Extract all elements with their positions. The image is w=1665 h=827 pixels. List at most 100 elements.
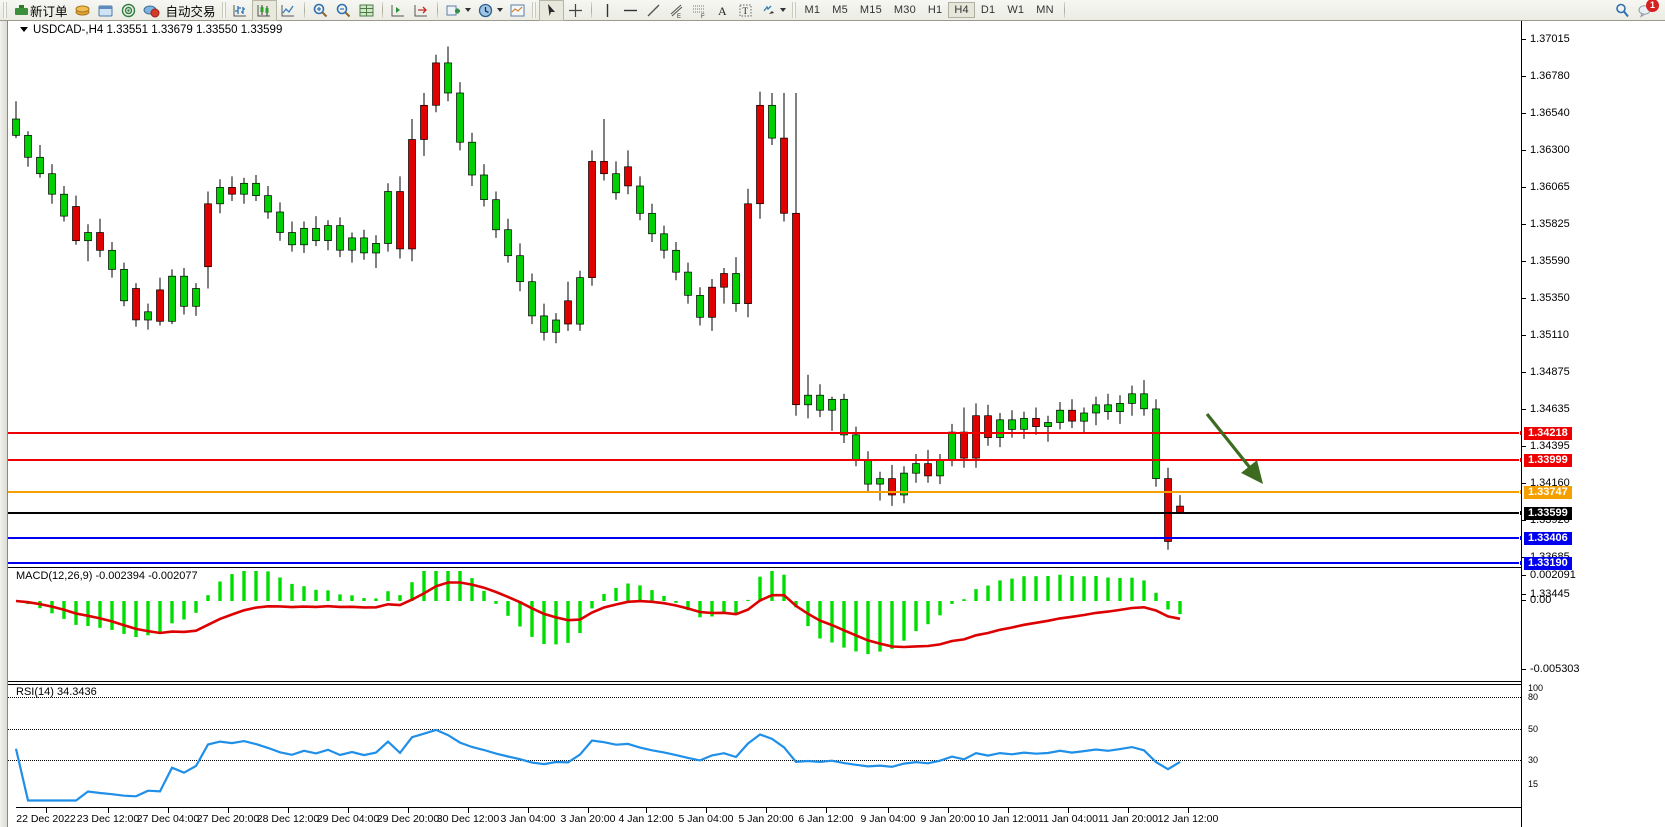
toolbar-separator-2 [381, 2, 383, 18]
price-tick: 1.35110 [1522, 329, 1569, 341]
toolbar-grip-4[interactable] [791, 2, 796, 18]
price-level-line[interactable] [8, 457, 1525, 463]
new-order-button[interactable]: 新订单 [10, 1, 71, 20]
time-label: 27 Dec 04:00 [136, 813, 200, 825]
price-tick: 1.33445 [1522, 588, 1570, 600]
timeframe-m1[interactable]: M1 [804, 4, 821, 16]
time-tick [888, 808, 889, 813]
market-button[interactable] [140, 1, 163, 20]
time-label: 9 Jan 20:00 [920, 813, 976, 825]
price-level-label: 1.33999 [1524, 454, 1572, 467]
chart-plot-area[interactable]: USDCAD-,H4 1.33551 1.33679 1.33550 1.335… [8, 21, 1665, 827]
auto-scroll-button[interactable] [410, 1, 433, 20]
timeframe-m15[interactable]: M15 [859, 4, 882, 16]
candlestick-icon [257, 4, 270, 16]
time-label: 6 Jan 12:00 [798, 813, 854, 825]
timeframe-w1[interactable]: W1 [1007, 4, 1025, 16]
time-label: 22 Dec 2022 [16, 813, 76, 825]
new-order-label: 新订单 [30, 3, 68, 19]
text-label-tool-button[interactable]: T [734, 1, 757, 20]
search-button[interactable] [1611, 1, 1634, 20]
line-chart-icon [281, 4, 294, 16]
signals-button[interactable] [117, 1, 140, 20]
rsi-level-80 [8, 697, 1521, 698]
timeframe-m30[interactable]: M30 [893, 4, 916, 16]
cursor-tool-button[interactable] [538, 0, 564, 21]
rsi-series [14, 728, 1181, 802]
price-tick: 1.36065 [1522, 181, 1570, 193]
tile-windows-button[interactable] [355, 1, 378, 20]
time-tick [948, 808, 949, 813]
time-tick [108, 808, 109, 813]
trendline-icon [647, 4, 660, 16]
text-tool-button[interactable]: A [711, 1, 734, 20]
data-window-button[interactable] [94, 1, 117, 20]
crosshair-icon [568, 3, 582, 17]
toolbar-separator-5 [1063, 2, 1065, 18]
time-tick [588, 808, 589, 813]
price-level-line[interactable] [8, 510, 1525, 516]
price-axis[interactable]: 1.37015 1.36780 1.36540 1.36300 1.36065 1.358… [1521, 21, 1665, 827]
chevron-down-icon-2[interactable] [496, 8, 503, 12]
time-label: 9 Jan 04:00 [860, 813, 916, 825]
price-level-line[interactable] [8, 489, 1525, 495]
macd-label: MACD(12,26,9) -0.002394 -0.002077 [16, 570, 198, 582]
terminal-window-icon [98, 5, 113, 16]
equidistant-channel-button[interactable]: E [665, 1, 688, 20]
shift-chart-button[interactable] [387, 1, 410, 20]
toolbar-grip-3[interactable] [531, 2, 536, 18]
rsi-scale-tick: 30 [1528, 755, 1539, 765]
toolbar-grip-2[interactable] [221, 2, 226, 18]
collapse-triangle-icon[interactable] [20, 27, 28, 33]
svg-text:F: F [701, 14, 705, 19]
rsi-scale-tick: 15 [1528, 779, 1539, 789]
toolbar-grip[interactable] [3, 2, 7, 18]
timeframe-mn[interactable]: MN [1036, 4, 1054, 16]
time-label: 27 Dec 20:00 [196, 813, 260, 825]
candlestick-chart-button[interactable] [251, 0, 277, 21]
chevron-down-icon-3[interactable] [779, 8, 786, 12]
trendline-tool-button[interactable] [642, 1, 665, 20]
add-indicator-button[interactable] [442, 1, 474, 20]
crosshair-tool-button[interactable] [564, 1, 587, 20]
price-level-line[interactable] [8, 560, 1525, 566]
timeframe-m5[interactable]: M5 [832, 4, 848, 16]
timeframe-h4[interactable]: H4 [948, 2, 975, 18]
time-label: 29 Dec 04:00 [316, 813, 380, 825]
price-tick: 1.34875 [1522, 366, 1570, 378]
chart-window[interactable]: USDCAD-,H4 1.33551 1.33679 1.33550 1.335… [0, 21, 1665, 827]
rsi-scale-tick: 80 [1528, 692, 1539, 702]
fibonacci-tool-button[interactable]: F [688, 1, 711, 20]
timeframe-h1[interactable]: H1 [927, 4, 943, 16]
down-right-arrow-icon [1205, 413, 1263, 484]
price-level-line[interactable] [8, 535, 1525, 541]
chevron-down-icon[interactable] [464, 8, 471, 12]
rsi-scale-tick: 50 [1528, 724, 1539, 734]
clock-icon [478, 3, 492, 17]
arrows-tool-button[interactable] [757, 1, 789, 20]
search-icon [1616, 3, 1629, 17]
price-level-line[interactable] [8, 430, 1525, 436]
vertical-line-tool-button[interactable] [596, 1, 619, 20]
toolbar-separator-4 [590, 2, 592, 18]
time-label: 10 Jan 12:00 [977, 813, 1039, 825]
zoom-in-button[interactable] [309, 1, 332, 20]
bar-chart-button[interactable] [229, 1, 252, 20]
auto-scroll-icon [414, 4, 427, 16]
templates-button[interactable] [506, 1, 529, 20]
notification-count: 1 [1646, 0, 1659, 12]
price-tick: 1.37015 [1522, 33, 1570, 45]
time-axis[interactable]: 22 Dec 2022 23 Dec 12:00 27 Dec 04:00 27 De… [16, 807, 1529, 827]
notifications-button[interactable]: 1 [1634, 0, 1659, 20]
horizontal-line-tool-button[interactable] [619, 1, 642, 20]
time-tick [408, 808, 409, 813]
line-chart-button[interactable] [277, 1, 300, 20]
broadcast-icon [121, 3, 135, 17]
auto-trading-button[interactable]: 自动交易 [163, 1, 219, 20]
price-tick: 1.35590 [1522, 255, 1570, 267]
timeframe-d1[interactable]: D1 [980, 4, 996, 16]
chart-symbol-header: USDCAD-,H4 1.33551 1.33679 1.33550 1.335… [20, 24, 282, 36]
pending-order-button[interactable] [71, 1, 94, 20]
zoom-out-button[interactable] [332, 1, 355, 20]
period-button[interactable] [474, 1, 506, 20]
